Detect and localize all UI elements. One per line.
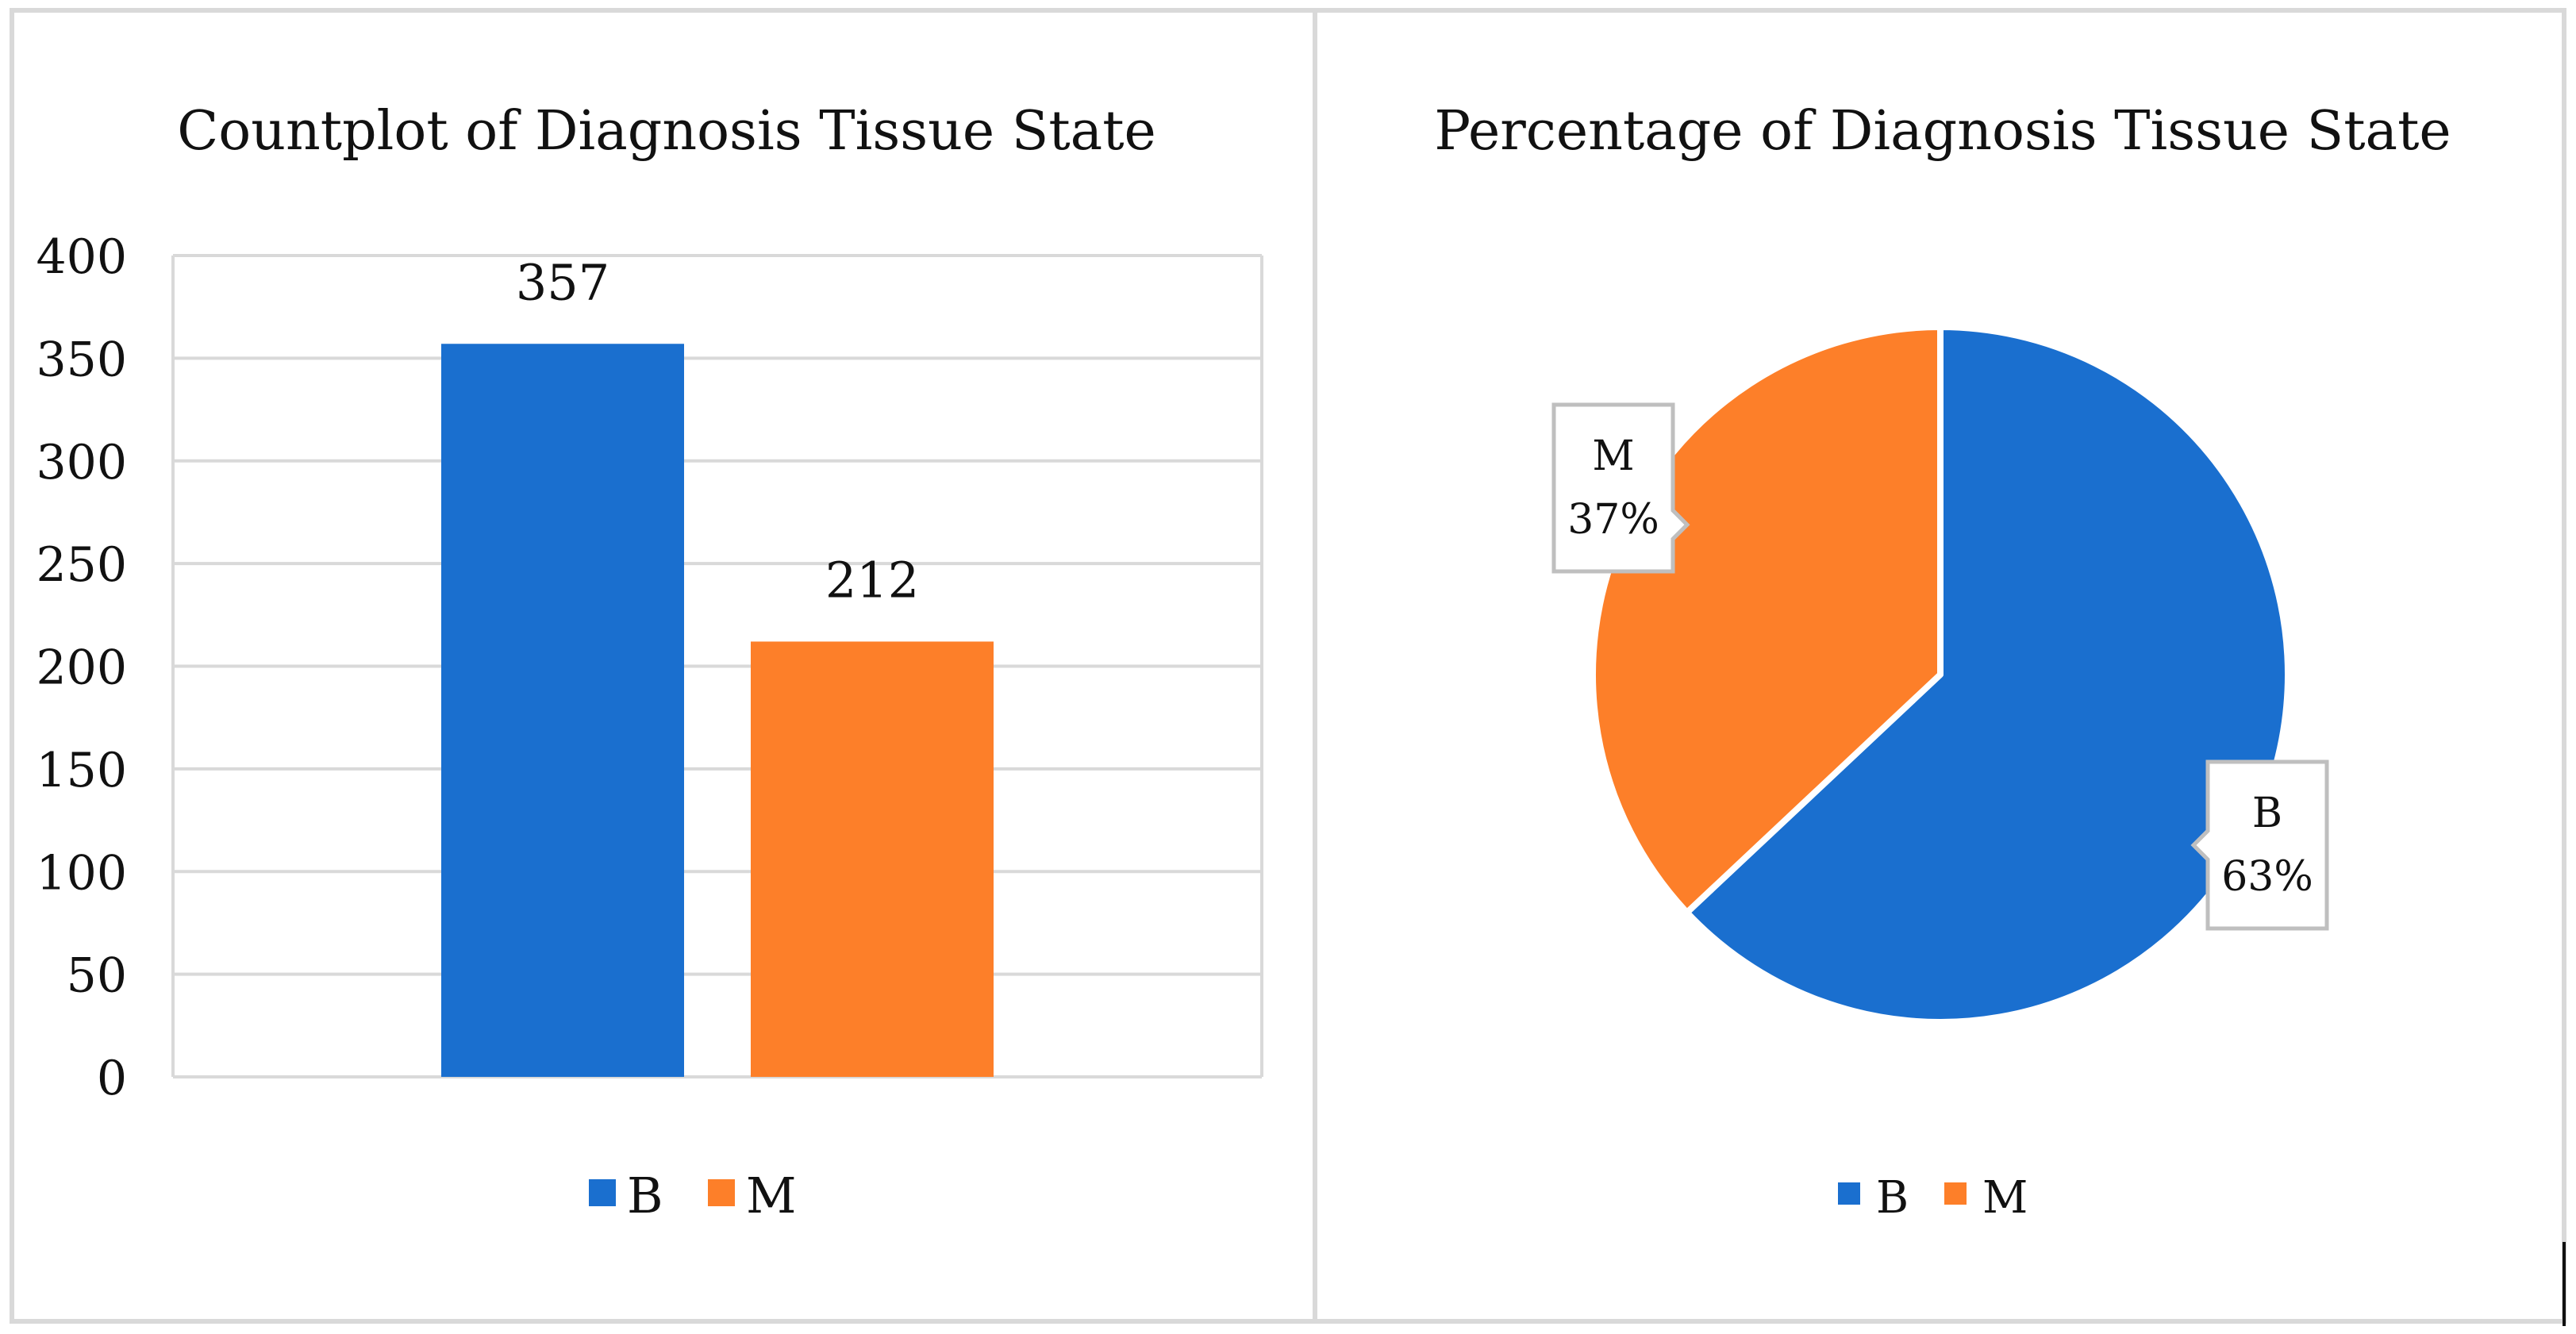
bar-chart-title: Countplot of Diagnosis Tissue State (177, 100, 1156, 163)
bar-chart: Countplot of Diagnosis Tissue State 0 50 1… (36, 100, 1263, 1224)
pie-callout-M: M 37% (1551, 402, 1690, 574)
pie-slices (1590, 324, 2291, 1025)
y-tick-label: 400 (36, 229, 127, 285)
y-tick-label: 250 (36, 537, 127, 593)
pie-legend-swatch-M (1944, 1182, 1967, 1205)
y-tick-label: 350 (36, 332, 127, 387)
callout-name-M: M (1592, 432, 1634, 480)
bar-value-label-B: 357 (516, 253, 609, 311)
legend-label-B: B (627, 1167, 663, 1224)
bar-B (441, 344, 684, 1077)
bar-data-labels: 357 212 (516, 253, 919, 609)
legend-swatch-B (589, 1179, 616, 1206)
pie-legend-swatch-B (1838, 1182, 1860, 1205)
legend-swatch-M (708, 1179, 735, 1206)
pie-callouts: B 63% M 37% (1551, 402, 2329, 931)
bar-y-axis: 0 50 100 150 200 250 300 350 400 (36, 229, 127, 1106)
y-tick-label: 100 (36, 845, 127, 901)
y-tick-label: 300 (36, 435, 127, 490)
pie-legend-label-B: B (1876, 1172, 1909, 1224)
callout-box-M (1551, 402, 1690, 574)
bar-series (441, 344, 994, 1077)
bar-gridlines (171, 254, 1263, 1078)
callout-name-B: B (2252, 790, 2282, 837)
bar-value-label-M: 212 (825, 551, 919, 609)
y-tick-label: 200 (36, 640, 127, 696)
y-tick-label: 0 (97, 1051, 127, 1106)
bar-M (751, 641, 994, 1077)
pie-legend-label-M: M (1982, 1172, 2028, 1224)
callout-pct-B: 63% (2221, 853, 2313, 901)
pie-chart: Percentage of Diagnosis Tissue State B 63… (1434, 100, 2451, 1224)
pie-chart-title: Percentage of Diagnosis Tissue State (1434, 100, 2451, 163)
pie-callout-B: B 63% (2190, 759, 2329, 931)
edge-mark (2563, 1242, 2566, 1326)
y-tick-label: 50 (67, 948, 127, 1004)
y-tick-label: 150 (36, 743, 127, 798)
legend-label-M: M (746, 1167, 796, 1224)
callout-pct-M: 37% (1567, 496, 1659, 544)
callout-box-B (2190, 759, 2329, 931)
